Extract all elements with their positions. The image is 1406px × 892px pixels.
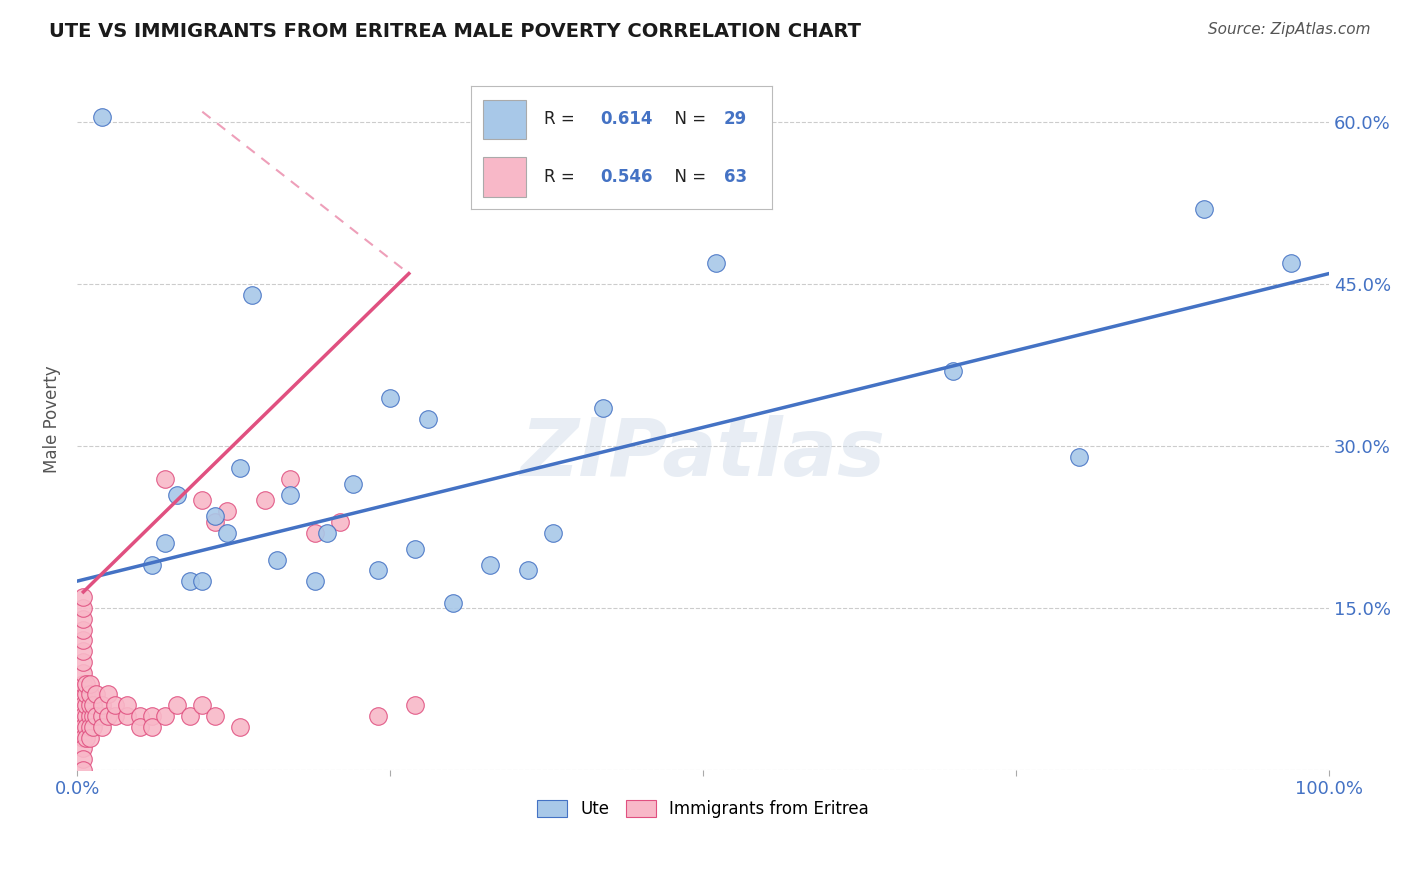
Point [75, 709, 97, 723]
Point [592, 401, 614, 416]
Point [479, 558, 502, 572]
Point [367, 709, 389, 723]
Point [217, 504, 239, 518]
Point [75, 731, 97, 745]
Point [79, 698, 101, 713]
Point [179, 709, 201, 723]
Point [240, 288, 263, 302]
Point [266, 552, 288, 566]
Point [141, 720, 163, 734]
Point [204, 515, 226, 529]
Point [1281, 256, 1303, 270]
Point [416, 412, 439, 426]
Point [72, 591, 94, 605]
Point [191, 493, 214, 508]
Point [72, 633, 94, 648]
Point [72, 644, 94, 658]
Point [166, 698, 188, 713]
Point [404, 698, 426, 713]
Point [75, 698, 97, 713]
Point [115, 709, 138, 723]
Point [153, 709, 176, 723]
Text: UTE VS IMMIGRANTS FROM ERITREA MALE POVERTY CORRELATION CHART: UTE VS IMMIGRANTS FROM ERITREA MALE POVE… [49, 22, 862, 41]
Point [329, 515, 352, 529]
Point [115, 698, 138, 713]
Point [541, 525, 564, 540]
Point [191, 698, 214, 713]
Point [82, 720, 104, 734]
Point [82, 709, 104, 723]
Point [75, 676, 97, 690]
Point [229, 460, 252, 475]
Point [128, 720, 150, 734]
Point [153, 472, 176, 486]
Text: ZIPatlas: ZIPatlas [520, 416, 886, 493]
Point [97, 709, 120, 723]
Point [516, 563, 538, 577]
Point [72, 709, 94, 723]
Point [82, 698, 104, 713]
Legend: Ute, Immigrants from Eritrea: Ute, Immigrants from Eritrea [530, 793, 876, 825]
Point [204, 509, 226, 524]
Point [304, 574, 326, 589]
Point [1067, 450, 1090, 464]
Point [75, 688, 97, 702]
Point [153, 536, 176, 550]
Point [128, 709, 150, 723]
Point [441, 596, 464, 610]
Point [72, 720, 94, 734]
Point [79, 731, 101, 745]
Point [84, 688, 107, 702]
Point [141, 558, 163, 572]
Point [304, 525, 326, 540]
Point [191, 574, 214, 589]
Point [204, 709, 226, 723]
Point [278, 488, 301, 502]
Point [79, 688, 101, 702]
Point [179, 574, 201, 589]
Point [72, 698, 94, 713]
Point [278, 472, 301, 486]
Point [72, 676, 94, 690]
Point [253, 493, 276, 508]
Point [104, 709, 127, 723]
Point [942, 364, 965, 378]
Point [217, 525, 239, 540]
Point [79, 676, 101, 690]
Point [229, 720, 252, 734]
Point [104, 698, 127, 713]
Text: Source: ZipAtlas.com: Source: ZipAtlas.com [1208, 22, 1371, 37]
Point [378, 391, 401, 405]
Point [91, 698, 114, 713]
Point [404, 541, 426, 556]
Point [1192, 202, 1215, 216]
Point [72, 741, 94, 756]
Point [91, 110, 114, 124]
Point [367, 563, 389, 577]
Point [79, 709, 101, 723]
Point [72, 665, 94, 680]
Point [141, 709, 163, 723]
Point [72, 731, 94, 745]
Point [72, 601, 94, 615]
Point [316, 525, 339, 540]
Point [79, 720, 101, 734]
Point [166, 488, 188, 502]
Point [91, 720, 114, 734]
Point [91, 709, 114, 723]
Point [97, 688, 120, 702]
Point [75, 720, 97, 734]
Point [704, 256, 727, 270]
Point [72, 752, 94, 766]
Point [72, 612, 94, 626]
Point [72, 623, 94, 637]
Point [72, 655, 94, 669]
Point [342, 477, 364, 491]
Point [72, 688, 94, 702]
Point [84, 709, 107, 723]
Point [72, 763, 94, 777]
Y-axis label: Male Poverty: Male Poverty [44, 366, 60, 473]
